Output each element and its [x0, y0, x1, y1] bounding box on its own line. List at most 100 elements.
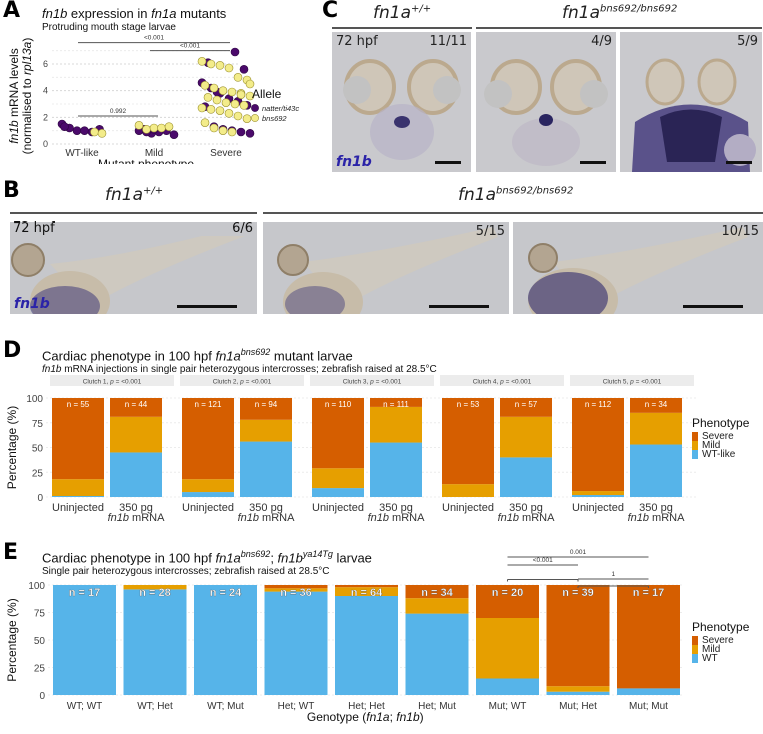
- ratio-label: 6/6: [232, 221, 253, 236]
- panel-b-image-wt-top: 72 hpf 6/6: [10, 221, 257, 236]
- bar-segment-severe: [546, 585, 610, 687]
- ratio-label: 5/9: [737, 34, 758, 49]
- larva-head-illustration: [620, 32, 762, 172]
- scale-bar: [177, 305, 237, 308]
- title-allele: bns692: [240, 549, 271, 559]
- title-gene2: fn1b: [277, 550, 303, 566]
- y-tick-label: 75: [32, 419, 44, 430]
- facet-label: Clutch 1, p = <0.001: [83, 379, 142, 386]
- panel-e-stacked-bar-chart: 0 25 50 75 100 Percentage (%) n = 17 WT; WT n = …: [5, 579, 750, 724]
- n-label: n = 44: [125, 400, 148, 409]
- legend-label: Severe: [702, 635, 734, 646]
- bar-segment-severe: [52, 398, 104, 480]
- bar-segment-mild: [405, 598, 469, 614]
- data-point: [200, 81, 210, 90]
- data-point: [236, 90, 246, 99]
- title-text: Cardiac phenotype in 100 hpf: [42, 550, 216, 566]
- ratio-label: 4/9: [591, 34, 612, 49]
- n-label: n = 24: [210, 587, 242, 599]
- bar-segment-severe: [335, 585, 398, 588]
- n-label: n = 55: [67, 400, 90, 409]
- x-tick-label: 350 pg: [249, 502, 283, 514]
- n-label: n = 28: [139, 587, 171, 599]
- bar-segment-severe: [264, 585, 328, 589]
- legend-label: Mild: [702, 644, 720, 655]
- probe-label: fn1b: [14, 296, 50, 312]
- facet-label: Clutch 2, p = <0.001: [213, 379, 272, 386]
- bar-segment-severe: [182, 398, 234, 480]
- data-point: [239, 65, 249, 74]
- data-point: [215, 106, 225, 115]
- data-point: [97, 129, 107, 138]
- title-gene: fn1b: [42, 6, 68, 21]
- n-label: n = 112: [585, 400, 612, 409]
- bar-segment-mild: [123, 585, 187, 590]
- bar-segment-wt: [53, 585, 116, 695]
- x-tick-label: 350 pg: [119, 502, 153, 514]
- y-tick-label: 25: [34, 664, 46, 675]
- y-axis-label: fn1b mRNA levels: [7, 48, 21, 143]
- data-point: [230, 99, 240, 109]
- title-text-end: mutants: [176, 6, 227, 21]
- n-label: n = 34: [421, 587, 453, 599]
- panel-b-mut-genotype: fn1abns692/bns692: [458, 185, 573, 205]
- p-value-label: <0.001: [180, 43, 200, 50]
- bar-segment-wt: [264, 591, 328, 695]
- n-label: n = 17: [69, 587, 101, 599]
- y-tick-label: 0: [39, 691, 45, 702]
- bar-segment-wt: [194, 585, 257, 695]
- bar-segment-severe: [476, 585, 539, 618]
- panel-letter-c: C: [322, 0, 339, 23]
- legend-label: WT-like: [702, 449, 736, 460]
- data-point: [221, 98, 231, 107]
- probe-label: fn1b: [336, 154, 372, 170]
- legend-title: Phenotype: [692, 416, 750, 430]
- x-tick-label: 350 pg: [639, 502, 673, 514]
- bar-segment-wt: [617, 688, 680, 695]
- panel-letter-d: D: [3, 338, 22, 363]
- x-tick-label: Mut; WT: [489, 701, 527, 712]
- n-label: n = 53: [457, 400, 480, 409]
- panel-c-mut-rule: [476, 27, 762, 29]
- title-gene2: fn1a: [151, 6, 177, 21]
- panel-a-title: fn1b expression in fn1a mutants: [42, 6, 226, 21]
- title-gene: fn1a: [215, 348, 241, 364]
- p-value-label: <0.001: [533, 557, 553, 564]
- x-tick-label: WT-like: [65, 148, 99, 159]
- panel-b-image-mut-1: 5/15: [263, 222, 509, 314]
- larva-head-illustration: [332, 32, 471, 172]
- legend-label: WT: [702, 653, 718, 664]
- data-point: [197, 103, 207, 113]
- data-point: [209, 83, 219, 93]
- bar-segment-wt: [123, 589, 187, 695]
- data-point: [224, 63, 234, 73]
- stage-label: 72 hpf: [13, 221, 55, 236]
- x-tick-label: Uninjected: [312, 502, 364, 514]
- n-label: n = 57: [515, 400, 538, 409]
- title-text-end: larvae: [332, 550, 372, 566]
- bar-segment-mild: [572, 491, 624, 496]
- scale-bar: [683, 305, 743, 308]
- x-tick-label-line2: fn1b mRNA: [498, 512, 556, 524]
- n-label: n = 111: [383, 400, 409, 409]
- bar-segment-mild: [442, 484, 494, 497]
- scale-bar: [435, 161, 461, 164]
- data-point: [245, 129, 255, 138]
- p-value-label: 1: [611, 571, 615, 578]
- subtitle-gene: fn1b: [42, 364, 62, 375]
- panel-c-image-mut-2: 5/9: [620, 32, 762, 172]
- y-tick-label: 100: [26, 394, 43, 405]
- subtitle-text: mRNA injections in single pair heterozyg…: [61, 364, 437, 375]
- legend-swatch: [692, 432, 698, 441]
- data-point: [242, 114, 252, 123]
- x-tick-label: 350 pg: [379, 502, 413, 514]
- bar-segment-wt: [182, 492, 234, 497]
- x-tick-label: WT; Het: [137, 701, 173, 712]
- bar-segment-wt: [370, 442, 422, 497]
- x-tick-label: Uninjected: [572, 502, 624, 514]
- data-point: [230, 47, 240, 57]
- title-allele: bns692: [240, 347, 271, 357]
- bar-segment-wt: [546, 691, 610, 695]
- panel-b-image-wt: fn1b: [10, 236, 257, 314]
- x-tick-label: 350 pg: [509, 502, 543, 514]
